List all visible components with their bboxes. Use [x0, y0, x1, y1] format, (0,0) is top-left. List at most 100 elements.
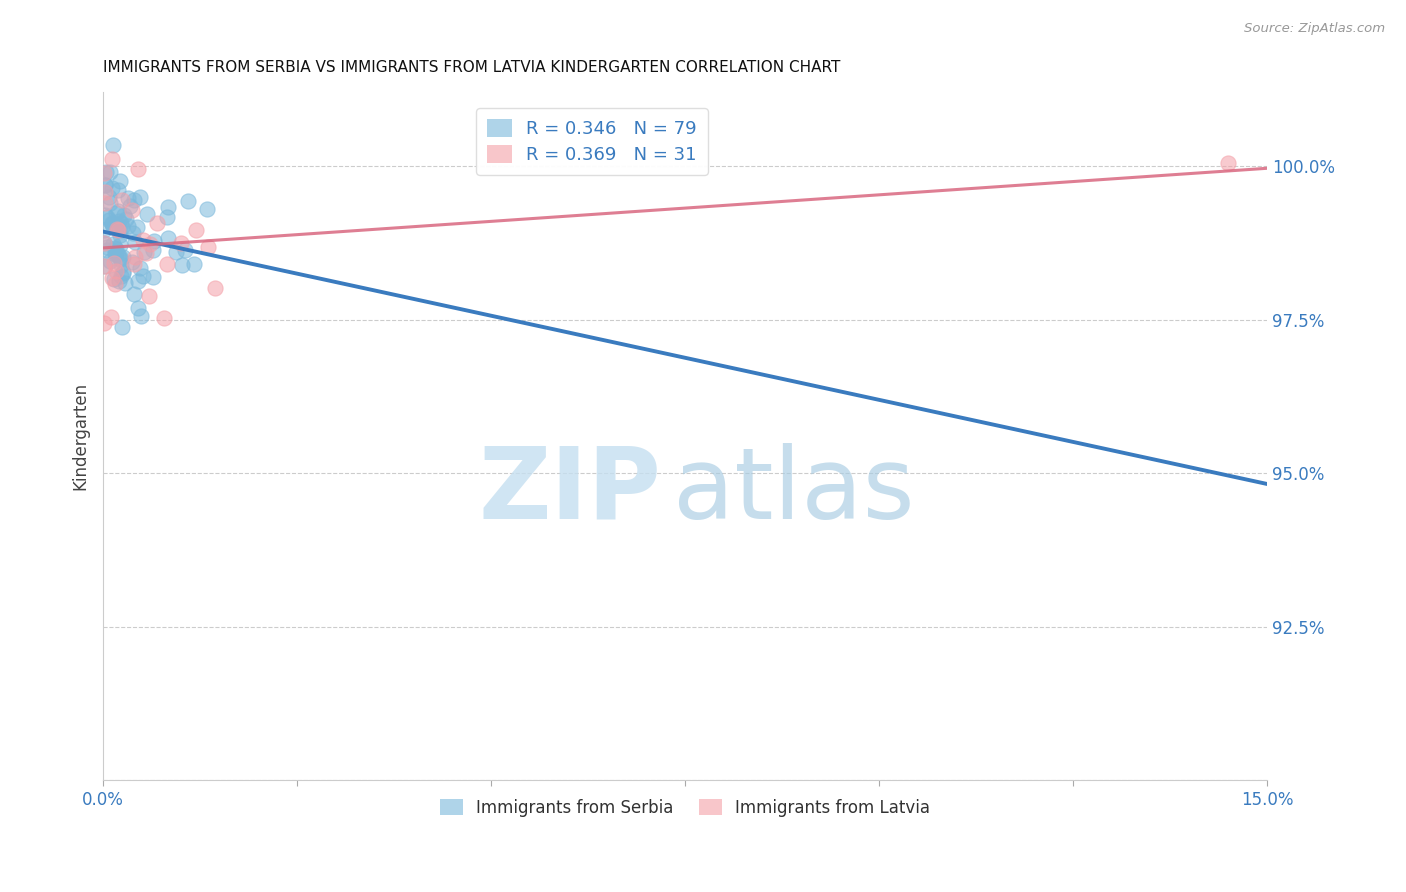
Point	[101, 217, 124, 231]
Point	[1216, 156, 1239, 170]
Point	[93, 316, 115, 330]
Point	[157, 230, 180, 244]
Point	[104, 205, 127, 219]
Point	[127, 161, 149, 176]
Point	[195, 202, 218, 216]
Point	[157, 200, 180, 214]
Text: ZIP: ZIP	[479, 443, 662, 540]
Legend: Immigrants from Serbia, Immigrants from Latvia: Immigrants from Serbia, Immigrants from …	[433, 792, 936, 823]
Point	[105, 222, 128, 236]
Point	[122, 226, 145, 240]
Point	[103, 219, 125, 234]
Point	[143, 234, 166, 248]
Point	[114, 276, 136, 290]
Point	[96, 240, 118, 254]
Point	[146, 216, 169, 230]
Point	[98, 164, 121, 178]
Point	[152, 311, 174, 326]
Point	[127, 274, 149, 288]
Point	[100, 195, 122, 210]
Point	[93, 235, 115, 250]
Point	[96, 243, 118, 257]
Point	[128, 261, 150, 276]
Point	[107, 221, 129, 235]
Point	[104, 247, 127, 261]
Point	[108, 227, 131, 242]
Point	[173, 243, 195, 257]
Point	[94, 165, 117, 179]
Point	[142, 269, 165, 284]
Point	[127, 301, 149, 316]
Point	[108, 213, 131, 227]
Point	[156, 257, 179, 271]
Point	[103, 244, 125, 258]
Point	[204, 281, 226, 295]
Point	[96, 211, 118, 225]
Point	[100, 310, 122, 324]
Point	[169, 236, 191, 251]
Point	[107, 203, 129, 218]
Point	[93, 259, 115, 273]
Point	[98, 190, 121, 204]
Point	[101, 181, 124, 195]
Point	[183, 257, 205, 271]
Point	[107, 183, 129, 197]
Point	[141, 243, 163, 257]
Point	[135, 246, 157, 260]
Point	[105, 264, 128, 278]
Point	[93, 223, 115, 237]
Point	[100, 152, 122, 166]
Point	[124, 235, 146, 250]
Point	[111, 193, 134, 207]
Point	[107, 223, 129, 237]
Point	[112, 250, 135, 264]
Point	[94, 208, 117, 222]
Point	[93, 178, 115, 192]
Point	[124, 250, 146, 264]
Point	[110, 259, 132, 273]
Point	[110, 216, 132, 230]
Point	[197, 240, 219, 254]
Point	[104, 246, 127, 260]
Point	[156, 211, 179, 225]
Point	[110, 252, 132, 266]
Point	[132, 268, 155, 283]
Point	[93, 235, 115, 250]
Point	[138, 289, 160, 303]
Point	[94, 259, 117, 273]
Point	[110, 250, 132, 264]
Point	[100, 218, 122, 232]
Point	[165, 244, 187, 259]
Text: IMMIGRANTS FROM SERBIA VS IMMIGRANTS FROM LATVIA KINDERGARTEN CORRELATION CHART: IMMIGRANTS FROM SERBIA VS IMMIGRANTS FRO…	[103, 60, 841, 75]
Point	[124, 286, 146, 301]
Point	[112, 208, 135, 222]
Point	[117, 191, 139, 205]
Point	[136, 207, 159, 221]
Point	[107, 274, 129, 288]
Point	[132, 233, 155, 247]
Point	[94, 178, 117, 192]
Text: atlas: atlas	[673, 443, 915, 540]
Point	[125, 220, 148, 235]
Point	[112, 266, 135, 280]
Point	[105, 242, 128, 256]
Point	[104, 277, 127, 292]
Point	[98, 254, 121, 268]
Point	[170, 259, 193, 273]
Point	[115, 212, 138, 227]
Point	[111, 220, 134, 235]
Point	[94, 196, 117, 211]
Y-axis label: Kindergarten: Kindergarten	[72, 383, 89, 491]
Point	[108, 238, 131, 252]
Point	[184, 223, 207, 237]
Point	[101, 271, 124, 285]
Point	[139, 237, 162, 252]
Point	[121, 202, 143, 217]
Point	[129, 309, 152, 323]
Point	[112, 265, 135, 279]
Point	[93, 165, 115, 179]
Point	[129, 190, 152, 204]
Point	[107, 248, 129, 262]
Point	[97, 213, 120, 227]
Point	[117, 219, 139, 233]
